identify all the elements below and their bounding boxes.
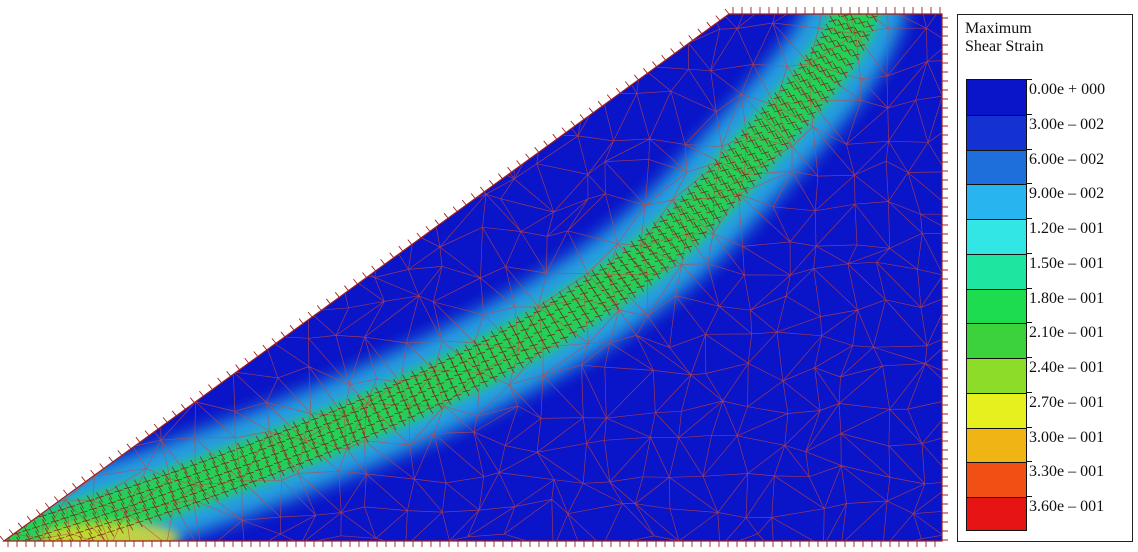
legend-title: Maximum Shear Strain	[965, 20, 1044, 56]
legend-tick	[1027, 79, 1032, 80]
legend-tick	[1027, 113, 1032, 115]
legend-tick	[1027, 183, 1032, 185]
legend-swatch	[967, 219, 1026, 255]
legend-tick	[1027, 357, 1032, 359]
legend-swatch	[967, 392, 1026, 429]
legend-swatch	[967, 497, 1026, 530]
legend-swatch	[967, 114, 1026, 151]
legend-label: 1.80e – 001	[1029, 289, 1105, 307]
legend-label: 2.10e – 001	[1029, 324, 1105, 342]
legend-label: 3.60e – 001	[1029, 498, 1105, 516]
legend-swatch	[967, 288, 1026, 325]
legend-tick	[1027, 322, 1032, 324]
legend-label: 0.00e + 000	[1029, 81, 1106, 98]
legend-title-line-2: Shear Strain	[965, 38, 1044, 55]
legend-swatch	[967, 80, 1026, 116]
legend-label: 9.00e – 002	[1029, 185, 1105, 203]
legend-tick	[1027, 391, 1032, 393]
strain-legend: Maximum Shear Strain 0.00e + 000 3.00e – …	[957, 14, 1133, 542]
legend-tick	[1027, 426, 1032, 428]
legend-label: 1.50e – 001	[1029, 254, 1105, 272]
legend-swatch	[967, 358, 1026, 394]
legend-swatch	[967, 323, 1026, 360]
legend-swatch	[967, 149, 1026, 186]
legend-swatch	[967, 462, 1026, 499]
legend-label: 6.00e – 002	[1029, 150, 1105, 168]
legend-tick	[1027, 252, 1032, 254]
legend-swatch	[967, 184, 1026, 221]
legend-tick	[1027, 218, 1032, 220]
legend-label: 3.00e – 002	[1029, 115, 1105, 133]
legend-tick	[1027, 287, 1032, 289]
legend-label: 1.20e – 001	[1029, 220, 1105, 238]
legend-title-line-1: Maximum	[965, 20, 1032, 37]
legend-tick	[1027, 148, 1032, 150]
slope-mesh-svg	[0, 7, 948, 547]
strain-contour-plot	[0, 7, 948, 547]
legend-color-bar	[966, 79, 1027, 531]
legend-swatch	[967, 427, 1026, 464]
legend-tick	[1027, 496, 1032, 498]
legend-label: 3.30e – 001	[1029, 463, 1105, 481]
legend-label: 2.70e – 001	[1029, 393, 1105, 411]
legend-swatch	[967, 253, 1026, 290]
slope-boundary	[0, 7, 948, 547]
legend-tick	[1027, 461, 1032, 463]
legend-label: 2.40e – 001	[1029, 359, 1105, 377]
legend-label: 3.00e – 001	[1029, 428, 1105, 446]
